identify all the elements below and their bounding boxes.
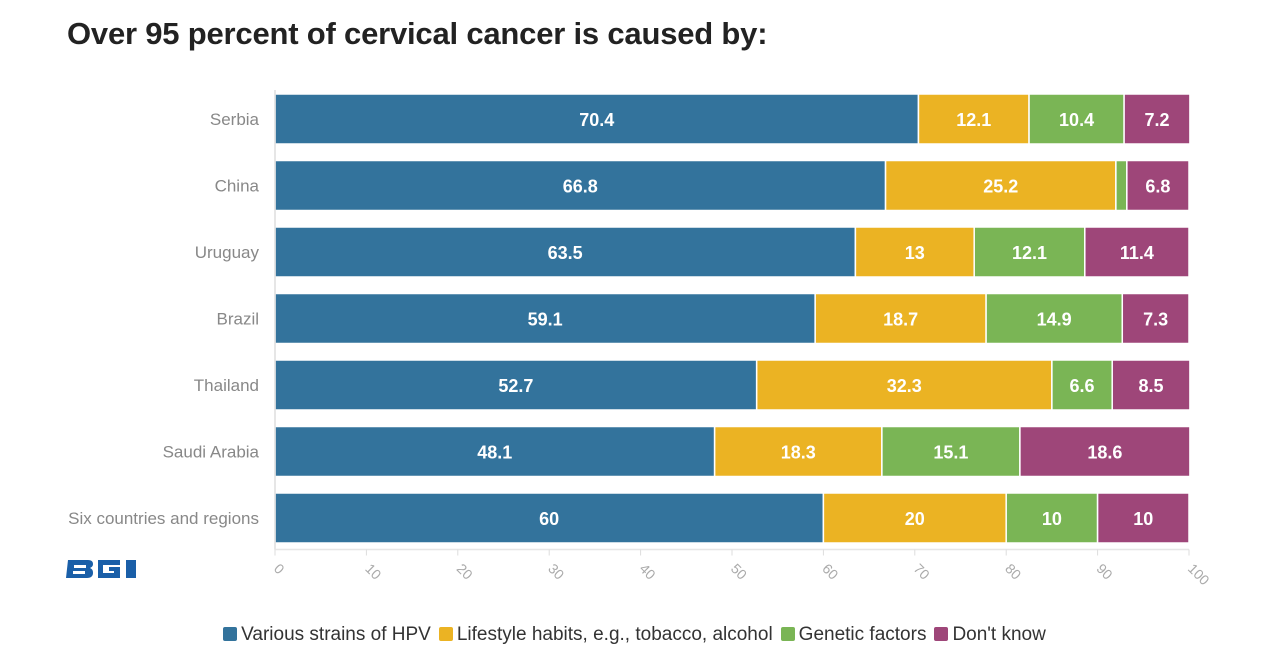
data-label: 18.7 (883, 310, 918, 330)
data-label: 6.8 (1145, 177, 1170, 197)
x-tick-label: 50 (728, 560, 750, 582)
data-label: 6.6 (1070, 376, 1095, 396)
data-label: 59.1 (528, 310, 563, 330)
bar-segment (1123, 93, 1191, 145)
bar-segment (274, 159, 887, 212)
bar-segment (1115, 159, 1128, 212)
chart-title: Over 95 percent of cervical cancer is ca… (67, 16, 768, 51)
bar-segment (1005, 492, 1099, 544)
bar-segment (274, 359, 758, 411)
x-tick-label: 20 (454, 560, 476, 582)
bar-segment (1096, 492, 1190, 544)
data-label: 66.8 (563, 177, 598, 197)
bar-segment (713, 425, 883, 478)
legend-item[interactable]: Don't know (934, 624, 1046, 646)
data-label: 18.6 (1087, 443, 1122, 463)
bar-segment (1084, 226, 1190, 278)
data-label: 14.9 (1037, 310, 1072, 330)
category-label: Uruguay (195, 243, 260, 262)
bar-segment (973, 226, 1086, 278)
bar-segment (1126, 159, 1190, 212)
legend-label: Don't know (952, 624, 1046, 645)
bar-segment (985, 292, 1124, 345)
bar-segment (917, 93, 1030, 145)
category-label: China (215, 177, 260, 196)
legend-swatch (223, 627, 238, 641)
legend: Various strains of HPV Lifestyle habits, … (0, 624, 1269, 646)
data-label: 7.2 (1144, 110, 1169, 130)
bar-segment (1121, 292, 1190, 345)
bar-segment (1051, 359, 1113, 411)
data-label: 7.3 (1143, 310, 1168, 330)
category-label: Thailand (194, 376, 259, 395)
data-label: 18.3 (781, 443, 816, 463)
data-label: 25.2 (983, 177, 1018, 197)
x-tick-label: 90 (1093, 560, 1115, 582)
bar-segment (1028, 93, 1125, 145)
data-label: 15.1 (933, 443, 968, 463)
legend-item[interactable]: Lifestyle habits, e.g., tobacco, alcohol (438, 624, 773, 646)
legend-swatch (934, 627, 949, 641)
x-tick-label: 80 (1002, 560, 1024, 582)
data-label: 70.4 (579, 110, 614, 130)
bar-segment (274, 425, 716, 478)
chart: Serbia 70.4 12.1 10.4 7.2 China 66.8 25.2 6.8 Uru… (68, 90, 1213, 588)
legend-label: Lifestyle habits, e.g., tobacco, alcohol (456, 624, 773, 645)
data-label: 11.4 (1120, 243, 1154, 263)
bar-segment (755, 359, 1053, 411)
data-label: 10 (1133, 509, 1153, 529)
data-label: 52.7 (498, 376, 533, 396)
data-label: 8.5 (1139, 376, 1164, 396)
bar-segment (1019, 425, 1191, 478)
bar-segment (822, 492, 1007, 544)
bar-segment (274, 93, 920, 145)
bar-segment (884, 159, 1117, 212)
bar-segment (881, 425, 1021, 478)
x-tick-label: 0 (271, 560, 288, 577)
x-tick-label: 10 (362, 560, 384, 582)
data-label: 48.1 (477, 443, 512, 463)
data-label: 12.1 (1012, 243, 1047, 263)
legend-label: Genetic factors (798, 624, 927, 645)
bar-segment (274, 292, 816, 345)
data-label: 13 (905, 243, 925, 263)
data-label: 20 (905, 509, 925, 529)
category-label: Serbia (210, 110, 260, 129)
legend-item[interactable]: Genetic factors (780, 624, 927, 646)
bar-segment (1111, 359, 1191, 411)
category-label: Six countries and regions (68, 509, 259, 528)
data-label: 63.5 (548, 243, 583, 263)
data-label: 60 (539, 509, 559, 529)
x-tick-label: 70 (911, 560, 933, 582)
legend-label: Various strains of HPV (241, 624, 431, 645)
data-label: 10 (1042, 509, 1062, 529)
data-label: 10.4 (1059, 110, 1094, 130)
legend-swatch (438, 627, 453, 641)
data-label: 32.3 (887, 376, 922, 396)
bar-segment (854, 226, 975, 278)
category-label: Saudi Arabia (163, 443, 260, 462)
x-tick-label: 100 (1185, 560, 1213, 588)
bgi-logo (66, 558, 148, 585)
bar-segment (814, 292, 987, 345)
x-tick-label: 30 (545, 560, 567, 582)
bar-segment (274, 492, 825, 544)
category-label: Brazil (216, 310, 259, 329)
data-label: 12.1 (956, 110, 991, 130)
x-tick-label: 40 (636, 560, 658, 582)
x-tick-label: 60 (819, 560, 841, 582)
legend-item[interactable]: Various strains of HPV (223, 624, 431, 646)
legend-swatch (780, 627, 795, 641)
